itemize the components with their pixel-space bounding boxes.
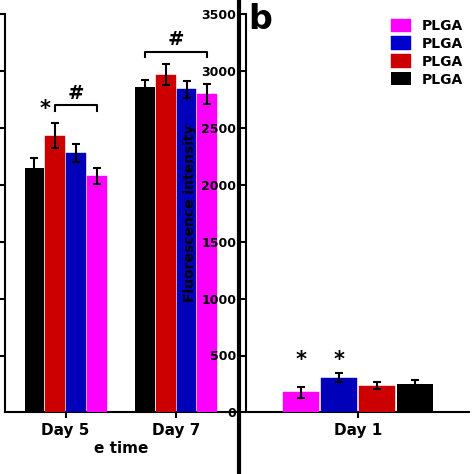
Text: #: # [68, 84, 84, 103]
Text: *: * [295, 350, 306, 370]
Bar [156, 74, 176, 412]
X-axis label: e time: e time [94, 440, 148, 456]
Text: *: * [39, 99, 50, 119]
Bar [320, 378, 357, 412]
Bar [87, 176, 107, 412]
Bar [359, 386, 395, 412]
Legend: PLGA, PLGA, PLGA, PLGA: PLGA, PLGA, PLGA, PLGA [390, 17, 465, 88]
Bar [177, 89, 197, 412]
Y-axis label: Fluorescence intensity: Fluorescence intensity [183, 125, 197, 302]
Bar [197, 94, 217, 412]
Text: #: # [168, 30, 184, 49]
Text: b: b [248, 3, 273, 36]
Text: *: * [333, 350, 345, 370]
Bar [45, 136, 65, 412]
Bar [283, 392, 319, 412]
Bar [66, 153, 86, 412]
Bar [135, 87, 155, 412]
Bar [25, 168, 45, 412]
Bar [397, 384, 433, 412]
